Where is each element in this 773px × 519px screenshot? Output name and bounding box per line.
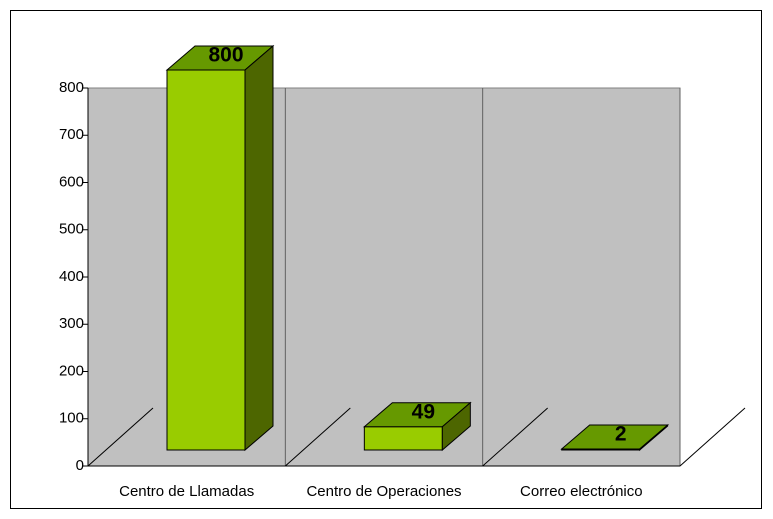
value-label: 800 [208,44,243,67]
bar-side [441,401,471,452]
value-label: 49 [412,400,435,423]
floor-line [285,407,351,467]
y-tick-label: 700 [59,126,84,143]
y-tick-label: 200 [59,362,84,379]
y-tick-label: 400 [59,268,84,285]
value-label: 2 [615,423,627,446]
bar-side [244,44,274,452]
bar-front [363,426,443,451]
x-tick-label: Centro de Llamadas [119,483,254,500]
floor-line [87,407,154,467]
bar-side [639,423,669,452]
y-tick-label: 800 [59,79,84,96]
y-tick-label: 600 [59,173,84,190]
floor-line [482,407,548,467]
x-tick-label: Correo electrónico [520,483,643,500]
y-tick-label: 300 [59,315,84,332]
floor-line [679,407,746,467]
y-tick-label: 500 [59,221,84,238]
x-tick-label: Centro de Operaciones [306,483,461,500]
y-tick-label: 0 [76,457,84,474]
y-tick-label: 100 [59,410,84,427]
bar-front [166,69,246,451]
